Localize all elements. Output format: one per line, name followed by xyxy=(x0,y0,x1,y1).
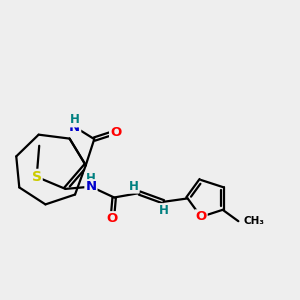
Text: N: N xyxy=(85,180,97,193)
Text: N: N xyxy=(69,121,80,134)
Text: H: H xyxy=(159,204,169,217)
Text: S: S xyxy=(32,170,42,184)
Text: O: O xyxy=(110,126,121,139)
Text: H: H xyxy=(69,113,78,123)
Text: O: O xyxy=(195,210,207,223)
Text: H: H xyxy=(70,113,80,127)
Text: O: O xyxy=(107,212,118,225)
Text: H: H xyxy=(129,180,139,193)
Text: H: H xyxy=(85,172,95,185)
Text: CH₃: CH₃ xyxy=(243,216,264,226)
